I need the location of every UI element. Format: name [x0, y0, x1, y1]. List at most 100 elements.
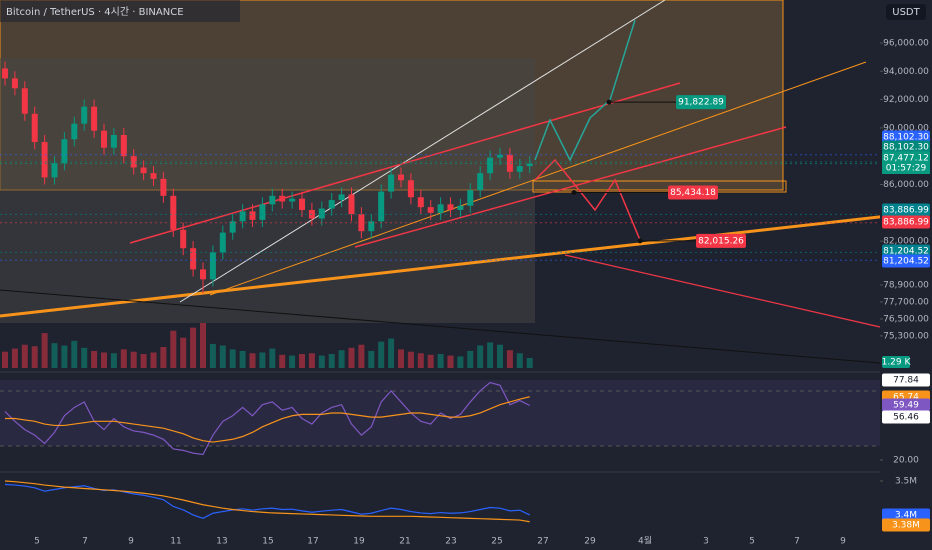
price-tag-label: 81,204.52	[883, 247, 929, 257]
volume-bar	[21, 344, 28, 368]
annotation-label: 85,434.18	[670, 188, 716, 198]
volume-bar	[487, 342, 494, 368]
candle-body	[457, 205, 464, 210]
candle-body	[487, 157, 494, 174]
volume-bar	[190, 327, 197, 368]
x-tick-label: 27	[537, 537, 548, 547]
annotation-point	[606, 99, 612, 105]
price-tag-label: 87,477.12	[883, 154, 929, 164]
y-tick-label: 96,000.00	[883, 39, 929, 49]
candle-body	[259, 204, 266, 220]
y-tick-label: 76,500.00	[883, 314, 929, 324]
x-tick-label: 29	[584, 537, 596, 547]
trend-line	[0, 289, 881, 364]
trend-line	[179, 0, 666, 303]
x-tick-label: 25	[491, 537, 502, 547]
countdown-bg	[882, 162, 930, 174]
volume-bar	[516, 353, 523, 368]
annotation-point	[637, 238, 643, 244]
volume-bar	[180, 337, 187, 368]
price-tag	[882, 254, 930, 268]
candle-body	[516, 166, 523, 172]
rsi-line	[4, 381, 530, 456]
y-tick-label: 75,300.00	[883, 331, 929, 341]
range-box	[0, 58, 535, 323]
volume-bar	[467, 350, 474, 368]
volume-bar	[279, 354, 286, 368]
candle-body	[219, 232, 226, 253]
x-tick-label: 17	[307, 537, 318, 547]
volume-bar	[160, 347, 167, 368]
y-tick-label: 20.00	[893, 456, 919, 466]
annotation-bg	[668, 185, 718, 200]
candle-body	[200, 269, 206, 280]
currency: USDT	[892, 7, 920, 18]
volume-bar	[457, 356, 464, 368]
price-tag-label: 3.38M	[892, 521, 920, 531]
volume-bar	[477, 345, 484, 368]
volume-bar	[51, 343, 58, 368]
price-tag	[882, 508, 930, 522]
x-tick-label: 19	[353, 537, 365, 547]
volume-bar	[407, 351, 414, 368]
x-tick-label: 4월	[638, 535, 652, 547]
candle-body	[51, 163, 58, 178]
currency-badge[interactable]	[886, 4, 926, 20]
annotation-label: 82,015.26	[698, 236, 744, 246]
candle-body	[338, 194, 345, 201]
price-tag	[882, 410, 930, 424]
price-tag	[882, 398, 930, 412]
candle-body	[61, 139, 68, 164]
volume-bar	[269, 348, 276, 368]
candle-body	[279, 195, 286, 202]
candle-body	[21, 88, 28, 114]
candle-body	[407, 180, 414, 198]
candle-body	[447, 204, 454, 210]
price-tag-label: 65.74	[893, 393, 919, 403]
candle-body	[427, 207, 434, 213]
candle-body	[71, 123, 78, 140]
price-tag-label: 77.84	[893, 376, 919, 386]
candle-body	[417, 197, 424, 208]
volume-bar	[427, 354, 434, 368]
candle-body	[249, 211, 256, 220]
candle-body	[101, 130, 107, 148]
candle-body	[130, 156, 137, 168]
candle-body	[437, 204, 444, 213]
volume-bar	[71, 340, 78, 368]
annotation-point	[571, 190, 577, 196]
trend-line	[564, 254, 881, 328]
price-tag	[882, 203, 930, 217]
candle-body	[229, 221, 236, 233]
price-tag	[882, 140, 930, 154]
annotation-bg	[676, 95, 726, 110]
chart-title: Bitcoin / TetherUS · 4시간 · BINANCE	[6, 6, 184, 18]
candle-body	[150, 173, 157, 179]
trend-line	[209, 61, 867, 296]
candle-body	[190, 248, 197, 270]
y-tick-label: 94,000.00	[883, 67, 929, 77]
volume-bar	[348, 347, 355, 368]
y-tick-label: 86,000.00	[883, 180, 929, 190]
x-tick-label: 13	[216, 537, 227, 547]
volume-tag-bg	[882, 356, 910, 368]
y-tick-label: 92,000.00	[883, 95, 929, 105]
volume-bar	[358, 344, 365, 368]
volume-bar	[140, 354, 147, 368]
volume-bar	[11, 348, 18, 368]
candle-body	[506, 154, 513, 172]
candle-body	[497, 154, 503, 158]
volume-bar	[229, 349, 236, 368]
volume-bar	[417, 353, 424, 368]
volume-bar	[526, 357, 533, 368]
candle-body	[170, 195, 177, 230]
y-tick-label: 77,700.00	[883, 297, 929, 307]
candle-body	[11, 78, 18, 89]
x-tick-label: 7	[82, 537, 88, 547]
volume-bar	[200, 323, 206, 368]
y-tick-label: 82,000.00	[883, 237, 929, 247]
x-tick-label: 5	[749, 537, 755, 547]
volume-bar	[259, 352, 266, 368]
rsi-ma-line	[5, 396, 530, 443]
price-tag-label: 88,102.30	[883, 143, 929, 153]
